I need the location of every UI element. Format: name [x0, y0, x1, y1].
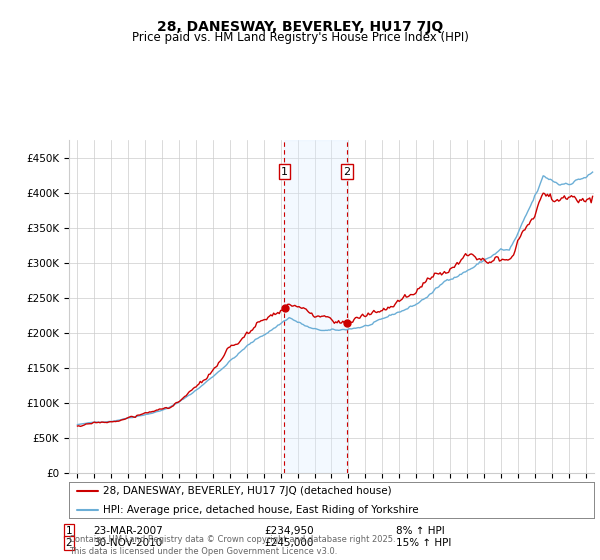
Text: 1: 1 — [281, 166, 288, 176]
Text: 8% ↑ HPI: 8% ↑ HPI — [396, 526, 445, 536]
Bar — [284, 140, 347, 473]
Text: 1: 1 — [65, 526, 73, 536]
Text: 28, DANESWAY, BEVERLEY, HU17 7JQ (detached house): 28, DANESWAY, BEVERLEY, HU17 7JQ (detach… — [103, 487, 392, 496]
Text: 30-NOV-2010: 30-NOV-2010 — [93, 538, 162, 548]
Text: 28, DANESWAY, BEVERLEY, HU17 7JQ: 28, DANESWAY, BEVERLEY, HU17 7JQ — [157, 20, 443, 34]
Text: £245,000: £245,000 — [264, 538, 313, 548]
Text: 23-MAR-2007: 23-MAR-2007 — [93, 526, 163, 536]
Text: 2: 2 — [343, 166, 350, 176]
Text: Price paid vs. HM Land Registry's House Price Index (HPI): Price paid vs. HM Land Registry's House … — [131, 31, 469, 44]
Text: 2: 2 — [65, 538, 73, 548]
Text: £234,950: £234,950 — [264, 526, 314, 536]
Text: HPI: Average price, detached house, East Riding of Yorkshire: HPI: Average price, detached house, East… — [103, 505, 419, 515]
Text: 15% ↑ HPI: 15% ↑ HPI — [396, 538, 451, 548]
Text: Contains HM Land Registry data © Crown copyright and database right 2025.
This d: Contains HM Land Registry data © Crown c… — [69, 535, 395, 556]
